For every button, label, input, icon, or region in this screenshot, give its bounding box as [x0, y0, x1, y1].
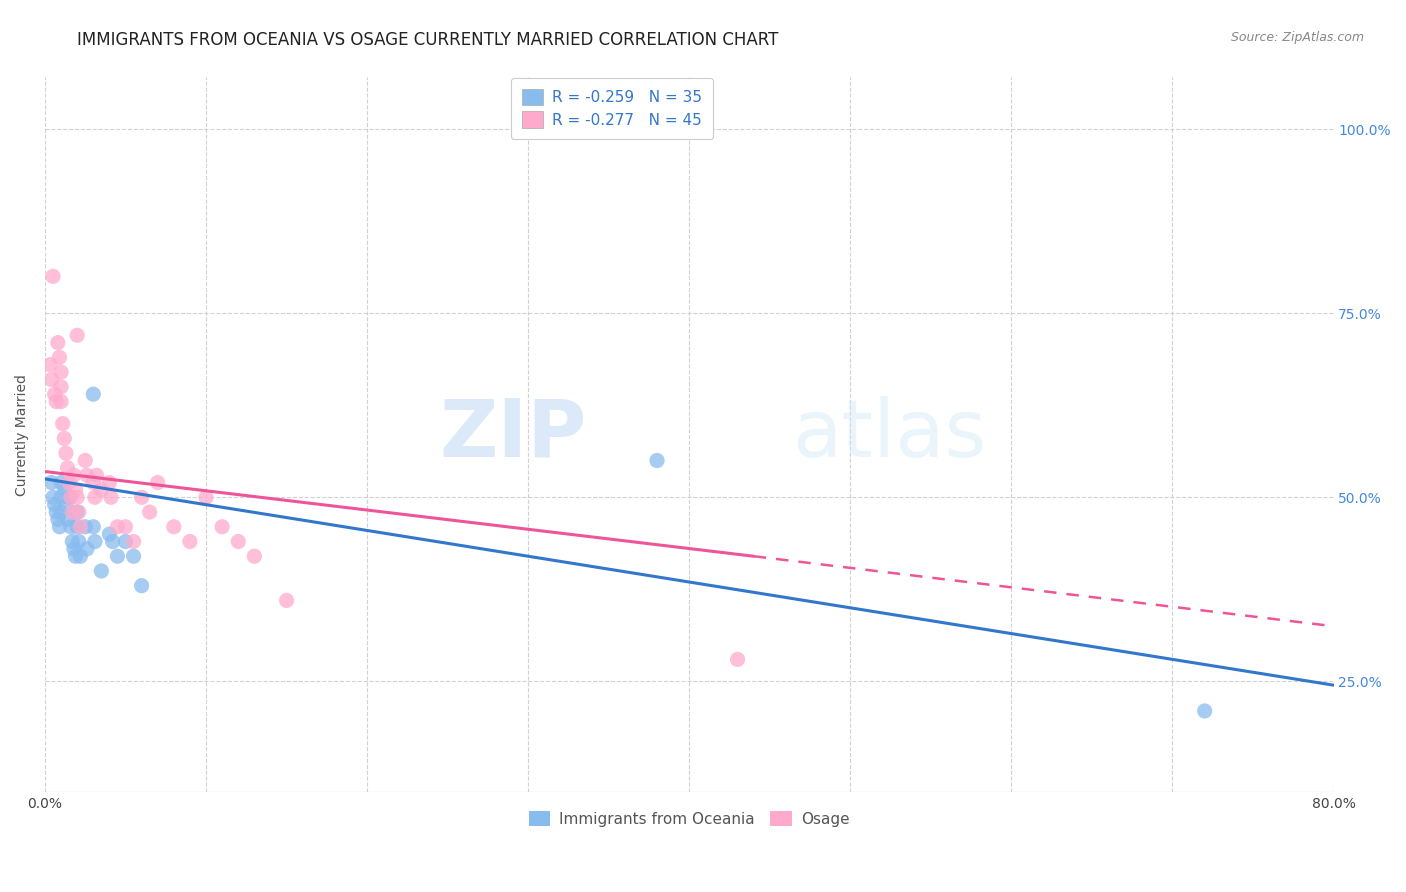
- Point: [44, 387, 66, 401]
- Point: [146, 475, 169, 490]
- Point: [179, 534, 201, 549]
- Point: [66, 491, 89, 505]
- Point: [138, 505, 160, 519]
- Point: [122, 549, 145, 564]
- Point: [42, 269, 65, 284]
- Point: [69, 549, 91, 564]
- Point: [101, 534, 124, 549]
- Point: [243, 549, 266, 564]
- Point: [46, 512, 69, 526]
- Point: [90, 483, 112, 497]
- Point: [727, 652, 749, 666]
- Point: [226, 534, 249, 549]
- Point: [58, 475, 80, 490]
- Point: [114, 534, 136, 549]
- Point: [41, 372, 63, 386]
- Point: [66, 505, 89, 519]
- Point: [45, 394, 67, 409]
- Point: [49, 380, 72, 394]
- Point: [76, 468, 98, 483]
- Point: [107, 520, 129, 534]
- Point: [44, 498, 66, 512]
- Point: [66, 328, 89, 343]
- Point: [58, 491, 80, 505]
- Point: [46, 335, 69, 350]
- Point: [65, 549, 87, 564]
- Point: [67, 505, 90, 519]
- Point: [49, 475, 72, 490]
- Point: [42, 491, 65, 505]
- Point: [63, 541, 86, 556]
- Point: [49, 365, 72, 379]
- Y-axis label: Currently Married: Currently Married: [15, 374, 30, 496]
- Point: [98, 527, 121, 541]
- Point: [131, 579, 153, 593]
- Point: [645, 453, 668, 467]
- Point: [53, 431, 76, 445]
- Point: [1194, 704, 1216, 718]
- Point: [56, 512, 79, 526]
- Point: [122, 534, 145, 549]
- Point: [60, 505, 83, 519]
- Point: [69, 520, 91, 534]
- Point: [49, 394, 72, 409]
- Point: [45, 505, 67, 519]
- Point: [114, 520, 136, 534]
- Point: [82, 475, 104, 490]
- Point: [83, 534, 105, 549]
- Point: [98, 475, 121, 490]
- Point: [56, 460, 79, 475]
- Point: [86, 468, 108, 483]
- Point: [75, 520, 97, 534]
- Point: [55, 446, 77, 460]
- Point: [67, 534, 90, 549]
- Point: [82, 520, 104, 534]
- Point: [63, 468, 86, 483]
- Point: [83, 491, 105, 505]
- Text: ZIP: ZIP: [439, 396, 586, 474]
- Text: Source: ZipAtlas.com: Source: ZipAtlas.com: [1230, 31, 1364, 45]
- Point: [76, 541, 98, 556]
- Point: [52, 417, 75, 431]
- Point: [59, 520, 82, 534]
- Point: [49, 505, 72, 519]
- Point: [48, 520, 70, 534]
- Point: [53, 483, 76, 497]
- Point: [49, 491, 72, 505]
- Point: [276, 593, 298, 607]
- Text: IMMIGRANTS FROM OCEANIA VS OSAGE CURRENTLY MARRIED CORRELATION CHART: IMMIGRANTS FROM OCEANIA VS OSAGE CURRENT…: [77, 31, 779, 49]
- Point: [82, 387, 104, 401]
- Point: [100, 491, 122, 505]
- Point: [55, 498, 77, 512]
- Legend: Immigrants from Oceania, Osage: Immigrants from Oceania, Osage: [522, 803, 858, 834]
- Point: [41, 475, 63, 490]
- Point: [59, 491, 82, 505]
- Point: [90, 564, 112, 578]
- Point: [75, 453, 97, 467]
- Point: [38, 358, 60, 372]
- Point: [131, 491, 153, 505]
- Point: [65, 483, 87, 497]
- Point: [163, 520, 186, 534]
- Point: [66, 520, 89, 534]
- Point: [211, 520, 233, 534]
- Point: [48, 351, 70, 365]
- Point: [107, 549, 129, 564]
- Point: [195, 491, 218, 505]
- Text: atlas: atlas: [793, 396, 987, 474]
- Point: [60, 534, 83, 549]
